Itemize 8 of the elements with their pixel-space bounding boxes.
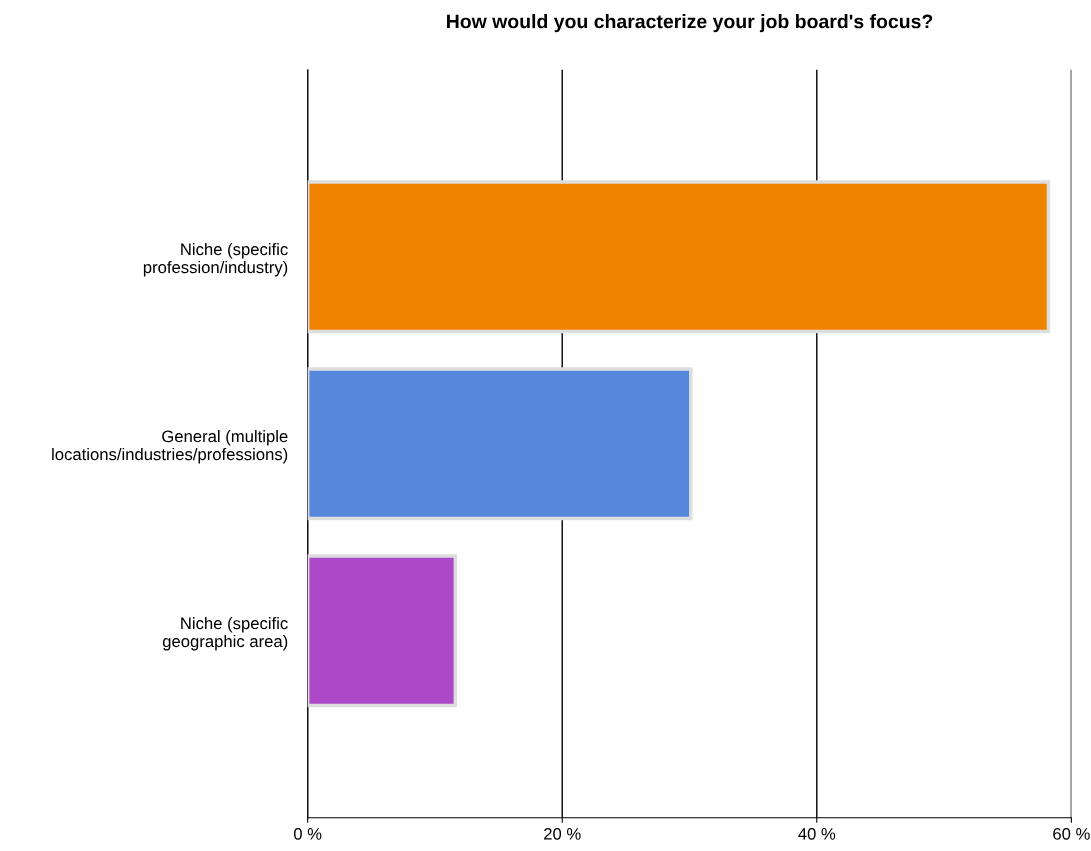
x-tick-label: 40 % — [798, 827, 836, 840]
x-tick-label: 0 % — [293, 827, 322, 840]
y-tick-label: Niche (specific geographic area) — [162, 617, 288, 651]
x-tick-label: 20 % — [544, 827, 581, 840]
x-tick-label: 60 % — [1053, 827, 1090, 840]
y-tick-label: Niche (specific profession/industry) — [143, 242, 288, 277]
chart-title: How would you characterize your job board's focus? — [447, 14, 933, 33]
y-tick-label: General (multiple locations/industries/professions) — [52, 429, 288, 464]
